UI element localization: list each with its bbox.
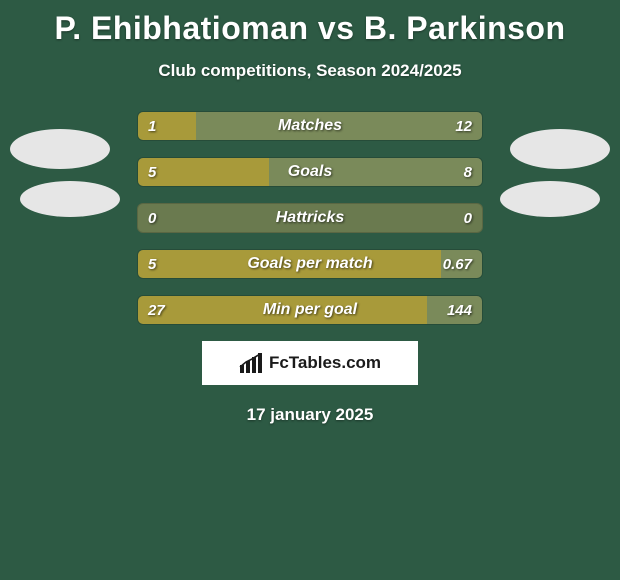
comparison-panel: 112Matches 58Goals 00Hattricks 50.67Goals p… [0,111,620,425]
date-label: 17 january 2025 [0,405,620,425]
brand-box: FcTables.com [202,341,418,385]
player-right-avatar-1 [510,129,610,169]
stat-label: Goals per match [138,250,482,278]
stat-label: Min per goal [138,296,482,324]
brand-chart-icon [239,351,265,375]
brand-label: FcTables.com [269,353,381,373]
stat-label: Hattricks [138,204,482,232]
player-right-avatar-2 [500,181,600,217]
stat-bar: 58Goals [137,157,483,187]
stat-bar: 00Hattricks [137,203,483,233]
stat-bar: 112Matches [137,111,483,141]
comparison-bars: 112Matches 58Goals 00Hattricks 50.67Goals p… [137,111,483,325]
player-left-avatar-2 [20,181,120,217]
stat-label: Matches [138,112,482,140]
page-title: P. Ehibhatioman vs B. Parkinson [0,0,620,47]
stat-bar: 50.67Goals per match [137,249,483,279]
stat-bar: 27144Min per goal [137,295,483,325]
subtitle: Club competitions, Season 2024/2025 [0,61,620,81]
stat-label: Goals [138,158,482,186]
player-left-avatar-1 [10,129,110,169]
